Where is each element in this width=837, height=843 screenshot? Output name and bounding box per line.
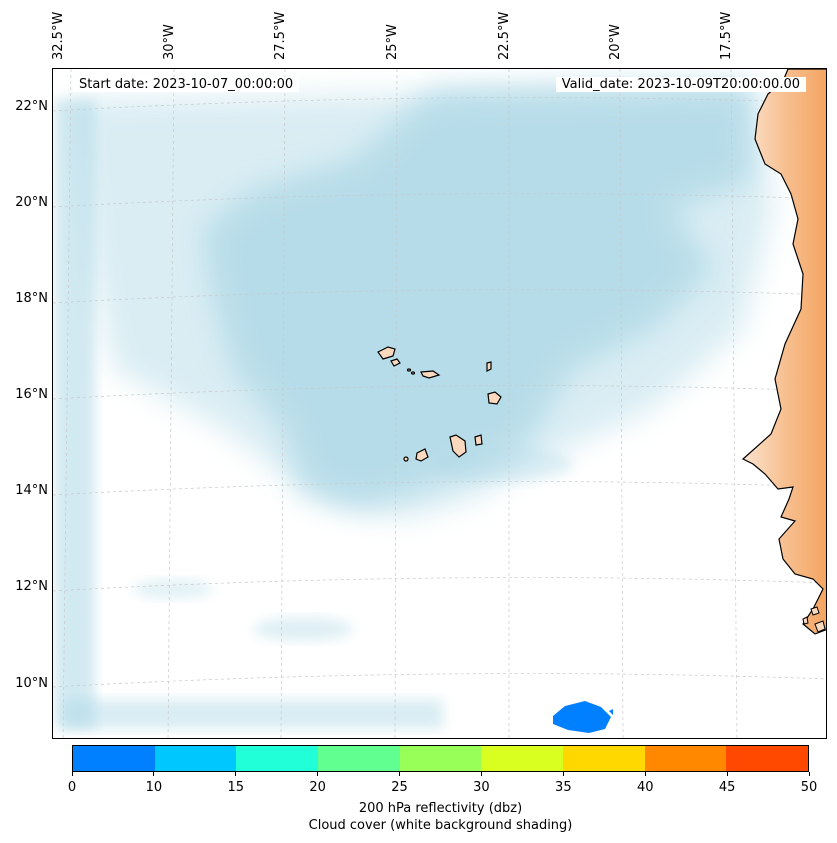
lon-label: 25°W [385,24,400,60]
cape-verde-islands [377,346,502,462]
start-date-label: Start date: 2023-10-07_00:00:00 [73,77,300,92]
colorbar-tick-label: 25 [391,780,408,795]
colorbar-tick-label: 30 [473,780,490,795]
colorbar-segment [399,746,482,771]
lat-label: 14°N [15,483,48,498]
lon-label: 22.5°W [497,11,512,60]
colorbar-tickmark [71,772,73,776]
map-panel[interactable]: Start date: 2023-10-07_00:00:00 Valid_da… [52,68,827,739]
lat-label: 12°N [15,579,48,594]
colorbar-tick-label: 50 [800,780,818,795]
lon-label: 32.5°W [51,11,66,60]
graticule [53,69,826,738]
cloud-cover [55,84,773,729]
colorbar-tickmark [235,772,237,776]
lon-label: 27.5°W [273,11,288,60]
colorbar-segment [563,746,645,771]
colorbar-tick-label: 45 [718,780,736,795]
reflectivity-cell [609,709,613,715]
colorbar-tick-label: 20 [309,780,326,795]
colorbar-label: 200 hPa reflectivity (dbz) [358,801,523,816]
lon-label: 30°W [162,24,177,60]
africa-coast [741,69,826,635]
valid-date-label: Valid_date: 2023-10-09T20:00:00.00 [555,77,806,92]
colorbar-tick-label: 40 [636,780,654,795]
colorbar-tick-label: 10 [145,780,163,795]
colorbar-tickmark [153,772,155,776]
colorbar-tickmark [808,772,810,776]
colorbar [72,745,809,772]
lon-label: 20°W [608,24,623,60]
colorbar-tickmark [480,772,482,776]
reflectivity-cell [553,701,611,733]
map-canvas [53,69,826,738]
colorbar-segment [73,746,155,771]
colorbar-tickmark [317,772,319,776]
colorbar-segment [481,746,564,771]
lat-label: 10°N [15,676,48,691]
lat-label: 18°N [15,291,48,306]
colorbar-segment [318,746,400,771]
colorbar-tick-label: 35 [555,780,572,795]
colorbar-sublabel: Cloud cover (white background shading) [308,818,573,833]
lat-label: 22°N [15,99,48,114]
bissagos-islands [802,606,826,633]
colorbar-tickmark [644,772,646,776]
lat-label: 20°N [15,195,48,210]
colorbar-tick-label: 0 [67,780,77,795]
colorbar-tick-label: 15 [227,780,245,795]
lon-label: 17.5°W [719,11,734,60]
colorbar-segment [236,746,319,771]
colorbar-segment [644,746,727,771]
colorbar-segment [154,746,237,771]
colorbar-segment [726,746,809,771]
colorbar-tickmark [399,772,401,776]
colorbar-tickmark [562,772,564,776]
colorbar-tickmark [726,772,728,776]
lat-label: 16°N [15,387,48,402]
